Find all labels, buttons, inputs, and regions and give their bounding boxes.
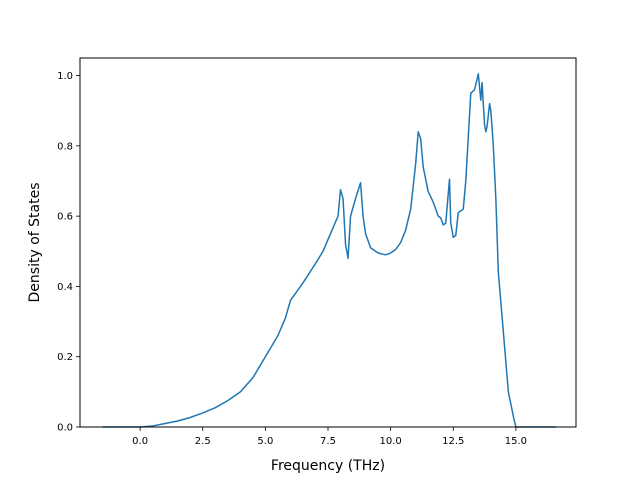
x-tick-label: 12.5 (442, 436, 464, 447)
x-tick-label: 0.0 (132, 436, 148, 447)
x-tick-label: 10.0 (379, 436, 401, 447)
x-axis-label: Frequency (THz) (271, 458, 385, 474)
x-tick-label: 5.0 (257, 436, 273, 447)
y-tick-label: 1.0 (57, 71, 73, 82)
y-axis: 0.0 0.2 0.4 0.6 0.8 1.0 (57, 71, 80, 434)
x-tick-label: 7.5 (320, 436, 336, 447)
y-tick-label: 0.6 (57, 212, 73, 223)
y-tick-label: 0.8 (57, 141, 73, 152)
x-axis: 0.0 2.5 5.0 7.5 10.0 12.5 15.0 (132, 427, 527, 447)
y-tick-label: 0.2 (57, 352, 73, 363)
y-axis-label: Density of States (27, 183, 43, 303)
y-tick-label: 0.4 (57, 282, 73, 293)
dos-line-series-0 (102, 73, 556, 428)
dos-series-layer (102, 73, 556, 428)
x-tick-label: 15.0 (505, 436, 527, 447)
x-tick-label: 2.5 (195, 436, 211, 447)
y-tick-label: 0.0 (57, 423, 73, 434)
